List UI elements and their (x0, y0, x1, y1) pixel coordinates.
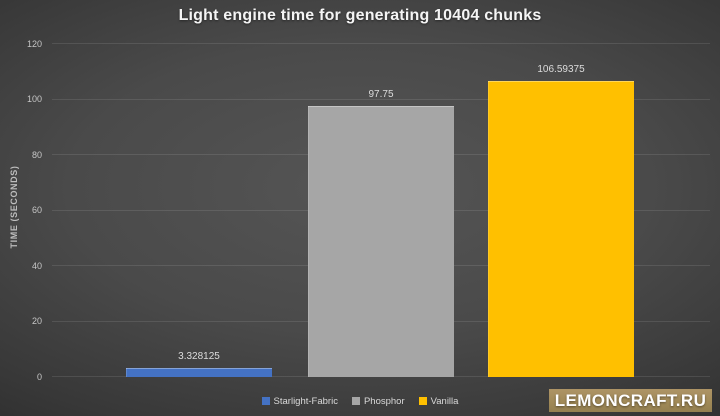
y-tick-label: 40 (31, 260, 42, 271)
y-tick-label: 20 (31, 316, 42, 326)
chart-title: Light engine time for generating 10404 c… (178, 7, 542, 24)
y-tick-label: 120 (26, 38, 42, 49)
y-tick-label: 80 (31, 149, 42, 160)
legend-label: Vanilla (430, 395, 459, 407)
bar-slot-vanilla: 106.59375 (488, 44, 634, 377)
legend-item-vanilla: Vanilla (418, 395, 459, 407)
legend-item-starlight-fabric: Starlight-Fabric (261, 395, 338, 407)
legend-swatch-yellow-icon (418, 397, 427, 405)
bar-phosphor (308, 105, 454, 377)
legend: Starlight-Fabric Phosphor Vanilla (0, 394, 720, 408)
bar-slot-starlight-fabric: 3.328125 (126, 44, 272, 377)
gridline (52, 43, 710, 44)
bar-starlight-fabric (126, 367, 272, 377)
legend-swatch-blue-icon (261, 397, 270, 405)
bar-slot-phosphor: 97.75 (308, 44, 454, 377)
legend-item-phosphor: Phosphor (351, 395, 405, 407)
legend-label: Starlight-Fabric (273, 395, 338, 407)
y-tick-label: 100 (26, 94, 42, 104)
legend-label: Phosphor (363, 395, 405, 407)
lemoncraft-watermark: LEMONCRAFT.RU (549, 389, 712, 412)
plot-area: 3.328125 97.75 106.59375 (52, 43, 710, 377)
y-axis-tick-labels: 0 20 40 60 80 100 120 (0, 39, 44, 382)
legend-swatch-gray-icon (351, 397, 360, 405)
bar-vanilla (488, 81, 634, 377)
y-tick-label: 0 (36, 371, 42, 382)
y-tick-label: 60 (31, 205, 42, 215)
bar-value-label: 106.59375 (537, 64, 585, 76)
bar-value-label: 97.75 (368, 88, 394, 100)
bar-value-label: 3.328125 (178, 350, 220, 362)
gridline (52, 98, 710, 100)
